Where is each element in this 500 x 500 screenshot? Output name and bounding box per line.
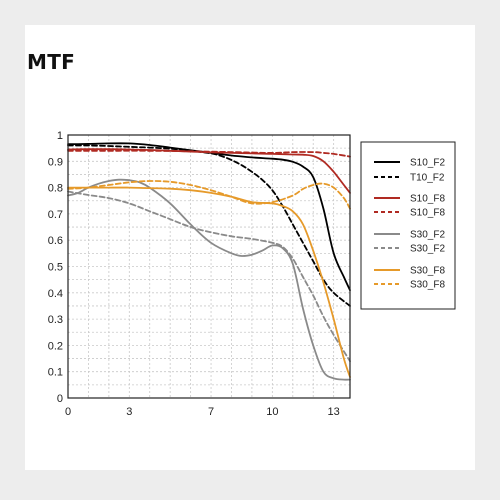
y-tick-label: 0.6 xyxy=(48,235,63,247)
y-tick-label: 0.1 xyxy=(48,367,63,379)
legend-label: S30_F8 xyxy=(410,266,445,277)
series-line-s30-f2 xyxy=(67,190,351,363)
legend: S10_F2 T10_F2 S10_F8 S10_F8 S30_F2 S30_F2 S30_… xyxy=(360,141,456,310)
x-tick-label: 10 xyxy=(266,406,278,418)
legend-label: S10_F2 xyxy=(410,158,445,169)
grid xyxy=(68,135,350,398)
y-tick-label: 1 xyxy=(57,130,63,142)
legend-label: T10_F2 xyxy=(410,173,445,184)
axes xyxy=(67,134,351,399)
legend-box xyxy=(360,141,456,310)
series-line-s30-f2 xyxy=(67,178,351,381)
series-line-s10-f2 xyxy=(67,142,351,292)
y-tick-label: 0.2 xyxy=(48,340,63,352)
series-line-t10-f2 xyxy=(67,144,351,307)
x-tick-label: 7 xyxy=(208,406,214,418)
tick-labels: 00.10.20.30.40.50.60.70.80.910 3 7 10 13 xyxy=(48,130,340,418)
y-tick-label: 0 xyxy=(57,393,63,405)
x-tick-label: 3 xyxy=(126,406,132,418)
x-tick-label: 13 xyxy=(328,406,340,418)
legend-label: S10_F8 xyxy=(410,194,445,205)
chart-title: MTF xyxy=(27,50,76,74)
y-tick-label: 0.3 xyxy=(48,314,63,326)
y-tick-label: 0.4 xyxy=(48,288,63,300)
legend-label: S30_F8 xyxy=(410,280,445,291)
y-tick-label: 0.8 xyxy=(48,183,63,195)
y-tick-label: 0.7 xyxy=(48,209,63,221)
x-tick-label: 0 xyxy=(65,406,71,418)
series-line-s30-f8 xyxy=(67,180,351,210)
series-line-s10-f8 xyxy=(67,149,351,158)
legend-label: S30_F2 xyxy=(410,244,445,255)
y-tick-label: 0.9 xyxy=(48,156,63,168)
series-lines xyxy=(67,142,351,381)
legend-label: S10_F8 xyxy=(410,208,445,219)
series-line-s30-f8 xyxy=(67,186,351,378)
plot-frame xyxy=(67,134,351,399)
y-tick-label: 0.5 xyxy=(48,262,63,274)
series-line-s10-f8 xyxy=(67,148,351,194)
legend-label: S30_F2 xyxy=(410,230,445,241)
